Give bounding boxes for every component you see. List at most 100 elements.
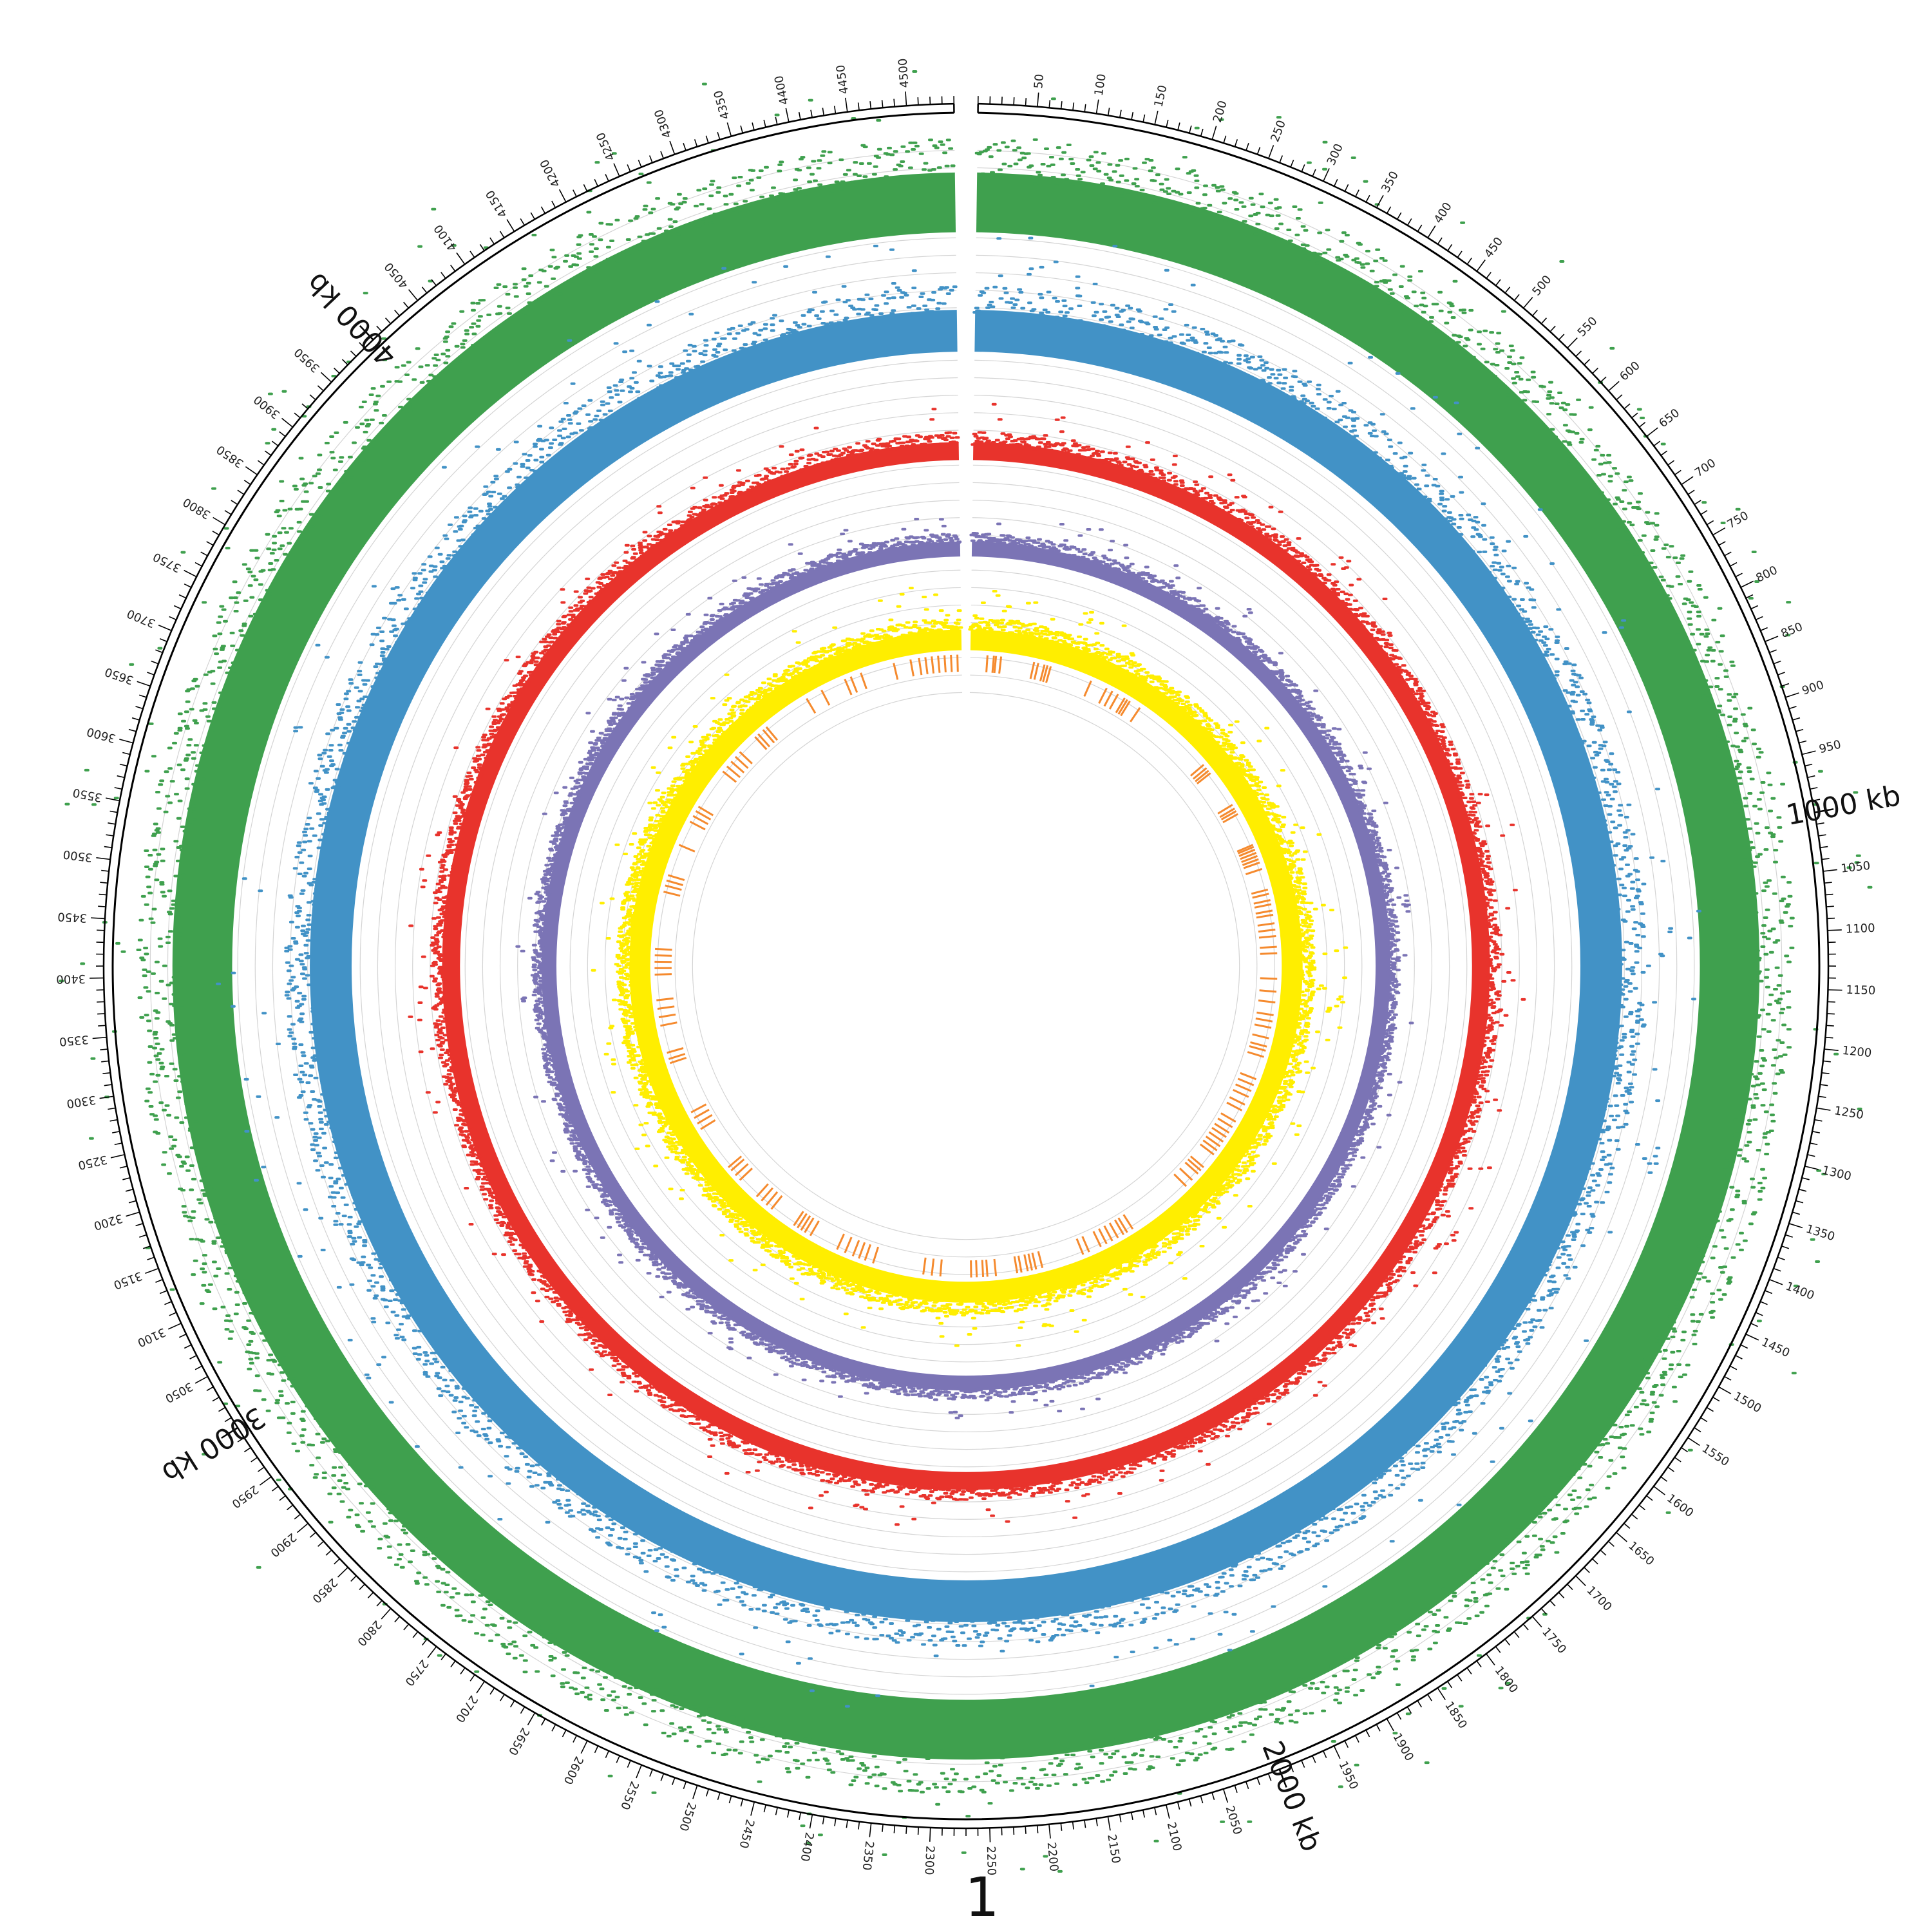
axis-tick xyxy=(376,325,383,332)
axis-tick xyxy=(341,359,348,366)
feature-mark xyxy=(700,1119,716,1130)
tick-label: 750 xyxy=(1725,509,1751,531)
axis-tick xyxy=(1646,1495,1653,1501)
feature-mark xyxy=(1081,1236,1090,1253)
feature-mark xyxy=(1117,1217,1128,1233)
axis-tick xyxy=(1653,1486,1665,1495)
axis-tick xyxy=(237,1437,245,1443)
feature-mark xyxy=(844,678,853,696)
tick-label: 4200 xyxy=(538,157,564,189)
major-tick-label: 1000 kb xyxy=(1784,779,1904,832)
axis-tick xyxy=(1660,450,1668,456)
axis-tick xyxy=(213,516,226,526)
axis-tick xyxy=(1730,562,1738,567)
axis-tick xyxy=(178,1333,187,1338)
axis-tick xyxy=(264,450,272,456)
axis-tick xyxy=(200,551,208,556)
tick-label: 2600 xyxy=(561,1754,586,1786)
axis-tick xyxy=(125,1188,133,1192)
axis-tick xyxy=(893,1825,896,1833)
feature-mark xyxy=(950,654,953,672)
feature-mark xyxy=(924,657,929,674)
feature-mark xyxy=(1103,1225,1113,1242)
axis-tick xyxy=(440,1653,446,1660)
feature-mark xyxy=(765,726,779,741)
tick-label: 300 xyxy=(1325,142,1346,167)
feature-mark xyxy=(981,1260,985,1277)
axis-tick xyxy=(155,1279,163,1283)
axis-tick xyxy=(1824,1048,1839,1051)
axis-tick xyxy=(97,929,105,931)
axis-tick xyxy=(184,583,192,588)
tick-label: 3900 xyxy=(251,392,283,421)
axis-tick xyxy=(834,1818,837,1826)
axis-tick xyxy=(750,1801,755,1816)
tick-label: 1850 xyxy=(1442,1699,1470,1731)
grid-ring xyxy=(569,569,1363,1363)
tick-label: 3950 xyxy=(292,345,323,375)
axis-tick xyxy=(1531,309,1539,316)
feature-mark xyxy=(1120,700,1131,717)
axis-tick xyxy=(1549,1600,1556,1607)
axis-tick xyxy=(131,717,140,721)
axis-tick xyxy=(1256,1777,1260,1785)
feature-mark xyxy=(654,973,672,976)
axis-tick xyxy=(138,694,147,698)
feature-mark xyxy=(1217,804,1233,815)
axis-tick xyxy=(857,102,860,111)
axis-tick xyxy=(1600,376,1607,383)
axis-tick xyxy=(421,287,428,294)
tick-label: 3550 xyxy=(71,786,103,804)
axis-tick xyxy=(1824,882,1832,884)
axis-tick xyxy=(122,1177,131,1180)
axis-tick xyxy=(1821,858,1830,860)
axis-tick xyxy=(1667,1466,1674,1472)
axis-tick xyxy=(279,1495,286,1501)
axis-tick xyxy=(1495,1646,1501,1653)
tick-label: 2250 xyxy=(984,1846,998,1875)
tick-label: 2550 xyxy=(618,1779,641,1812)
axis-tick xyxy=(421,1638,428,1646)
axis-tick xyxy=(1177,122,1180,131)
axis-tick xyxy=(1119,109,1122,118)
axis-tick xyxy=(1290,160,1294,167)
tick-label: 2900 xyxy=(267,1530,299,1560)
tick-label: 3050 xyxy=(163,1379,195,1405)
tick-label: 4400 xyxy=(772,74,791,106)
axis-tick xyxy=(1386,1718,1394,1732)
tick-label: 400 xyxy=(1432,200,1455,226)
track-band xyxy=(442,442,1490,1490)
axis-tick xyxy=(309,394,316,401)
axis-tick xyxy=(882,1824,884,1832)
axis-tick xyxy=(1624,403,1631,410)
tick-label: 3100 xyxy=(135,1325,167,1349)
feature-mark xyxy=(678,844,696,853)
axis-tick xyxy=(309,1531,316,1538)
axis-tick xyxy=(798,111,801,120)
tick-label: 3350 xyxy=(59,1032,89,1048)
tick-label: 4500 xyxy=(896,58,911,88)
feature-mark xyxy=(1257,922,1275,927)
axis-tick xyxy=(1712,527,1726,536)
tick-label: 3650 xyxy=(103,665,135,687)
tick-label: 1900 xyxy=(1390,1731,1416,1763)
axis-tick xyxy=(1376,1724,1381,1732)
axis-tick xyxy=(1036,1825,1039,1833)
axis-tick xyxy=(929,97,931,105)
axis-tick xyxy=(775,1807,778,1815)
axis-tick xyxy=(334,1558,341,1565)
axis-tick xyxy=(1777,1256,1785,1261)
tick-label: 2800 xyxy=(354,1618,384,1649)
feature-mark xyxy=(809,1220,820,1236)
axis-tick xyxy=(717,1792,721,1801)
axis-tick xyxy=(385,317,392,325)
axis-tick xyxy=(1188,1799,1192,1807)
axis-tick xyxy=(1355,189,1359,197)
axis-tick xyxy=(1301,164,1305,172)
axis-tick xyxy=(1567,337,1578,348)
axis-tick xyxy=(1245,1781,1249,1790)
axis-tick xyxy=(775,117,778,125)
feature-mark xyxy=(1083,680,1092,697)
feature-mark xyxy=(858,1242,866,1259)
feature-mark xyxy=(849,676,858,693)
